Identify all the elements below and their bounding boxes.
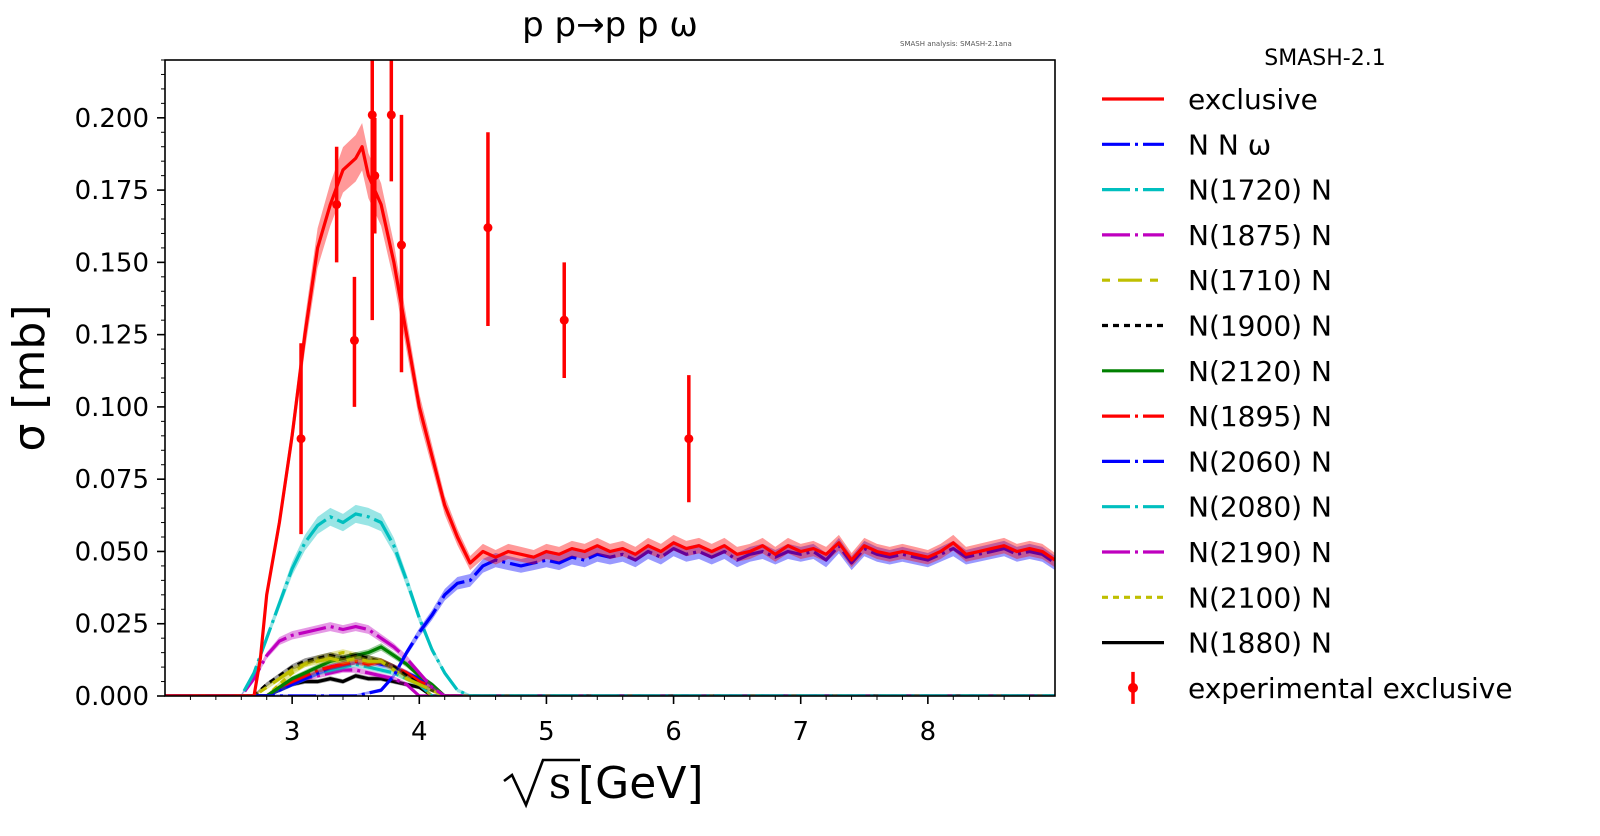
x-axis-label-radicand: s bbox=[549, 758, 572, 809]
legend-label: N(1880) N bbox=[1188, 627, 1332, 660]
legend-label: N(1895) N bbox=[1188, 400, 1332, 433]
series-line bbox=[165, 145, 1055, 696]
legend-label: N(1710) N bbox=[1188, 264, 1332, 297]
experimental-point bbox=[483, 223, 493, 233]
series-error-band bbox=[165, 649, 1055, 696]
legend-label: N(2060) N bbox=[1188, 445, 1332, 478]
legend-label: N(2120) N bbox=[1188, 355, 1332, 388]
legend-label: N(2190) N bbox=[1188, 536, 1332, 569]
series-layer bbox=[165, 123, 1055, 696]
x-axis-label-unit: [GeV] bbox=[578, 758, 704, 809]
y-tick-label: 0.075 bbox=[75, 465, 149, 495]
x-tick-label: 8 bbox=[920, 717, 937, 747]
x-tick-label: 6 bbox=[665, 717, 682, 747]
y-tick-label: 0.200 bbox=[75, 104, 149, 134]
y-axis-label: σ [mb] bbox=[4, 305, 55, 452]
series-error-band bbox=[165, 622, 1055, 696]
x-axis-label: s [GeV] bbox=[503, 758, 704, 809]
legend-label: N(1875) N bbox=[1188, 219, 1332, 252]
x-tick-label: 3 bbox=[284, 717, 301, 747]
series-error-band bbox=[165, 123, 1055, 696]
experimental-point bbox=[332, 200, 342, 210]
x-tick-label: 4 bbox=[411, 717, 428, 747]
legend-label: exclusive bbox=[1188, 83, 1318, 116]
experimental-point bbox=[349, 335, 359, 345]
legend-label: N(1720) N bbox=[1188, 174, 1332, 207]
chart-title: p p→p p ω bbox=[522, 5, 698, 45]
y-tick-label: 0.100 bbox=[75, 393, 149, 423]
series-line bbox=[165, 512, 1055, 696]
x-tick-label: 7 bbox=[792, 717, 809, 747]
series-line bbox=[165, 668, 1055, 696]
experimental-point bbox=[396, 240, 406, 250]
y-axis: 0.000 0.025 0.050 0.075 0.100 0.125 0.150 0.175… bbox=[75, 59, 165, 712]
legend-label: N N ω bbox=[1188, 128, 1271, 161]
series-line bbox=[165, 544, 1055, 696]
y-tick-label: 0.175 bbox=[75, 176, 149, 206]
y-tick-label: 0.050 bbox=[75, 537, 149, 567]
legend-label: N(2100) N bbox=[1188, 581, 1332, 614]
experimental-point bbox=[296, 434, 306, 444]
y-tick-label: 0.000 bbox=[75, 682, 149, 712]
experimental-point bbox=[386, 110, 396, 120]
x-tick-label: 5 bbox=[538, 717, 555, 747]
legend-title: SMASH-2.1 bbox=[1264, 46, 1385, 71]
experimental-layer bbox=[296, 60, 694, 535]
series-error-band bbox=[165, 655, 1055, 696]
legend-label: experimental exclusive bbox=[1188, 672, 1513, 705]
y-tick-label: 0.025 bbox=[75, 610, 149, 640]
experimental-point bbox=[684, 434, 694, 444]
version-note: SMASH analysis: SMASH-2.1ana bbox=[900, 40, 1012, 48]
series-error-band bbox=[165, 658, 1055, 696]
experimental-point bbox=[370, 171, 380, 181]
experimental-point bbox=[559, 315, 569, 325]
legend: SMASH-2.1 exclusive N N ω N(1720) N N(1875)… bbox=[1102, 46, 1513, 705]
series-line bbox=[165, 645, 1055, 696]
sqrt-sign bbox=[503, 758, 580, 809]
series-line bbox=[165, 656, 1055, 696]
legend-marker bbox=[1128, 682, 1138, 693]
legend-label: N(2080) N bbox=[1188, 491, 1332, 524]
x-axis: 3 4 5 6 7 8 bbox=[189, 696, 1031, 747]
y-tick-label: 0.125 bbox=[75, 321, 149, 351]
experimental-point bbox=[367, 110, 377, 120]
series-line bbox=[165, 624, 1055, 696]
y-tick-label: 0.150 bbox=[75, 248, 149, 278]
series-line bbox=[165, 674, 1055, 696]
legend-label: N(1900) N bbox=[1188, 310, 1332, 343]
